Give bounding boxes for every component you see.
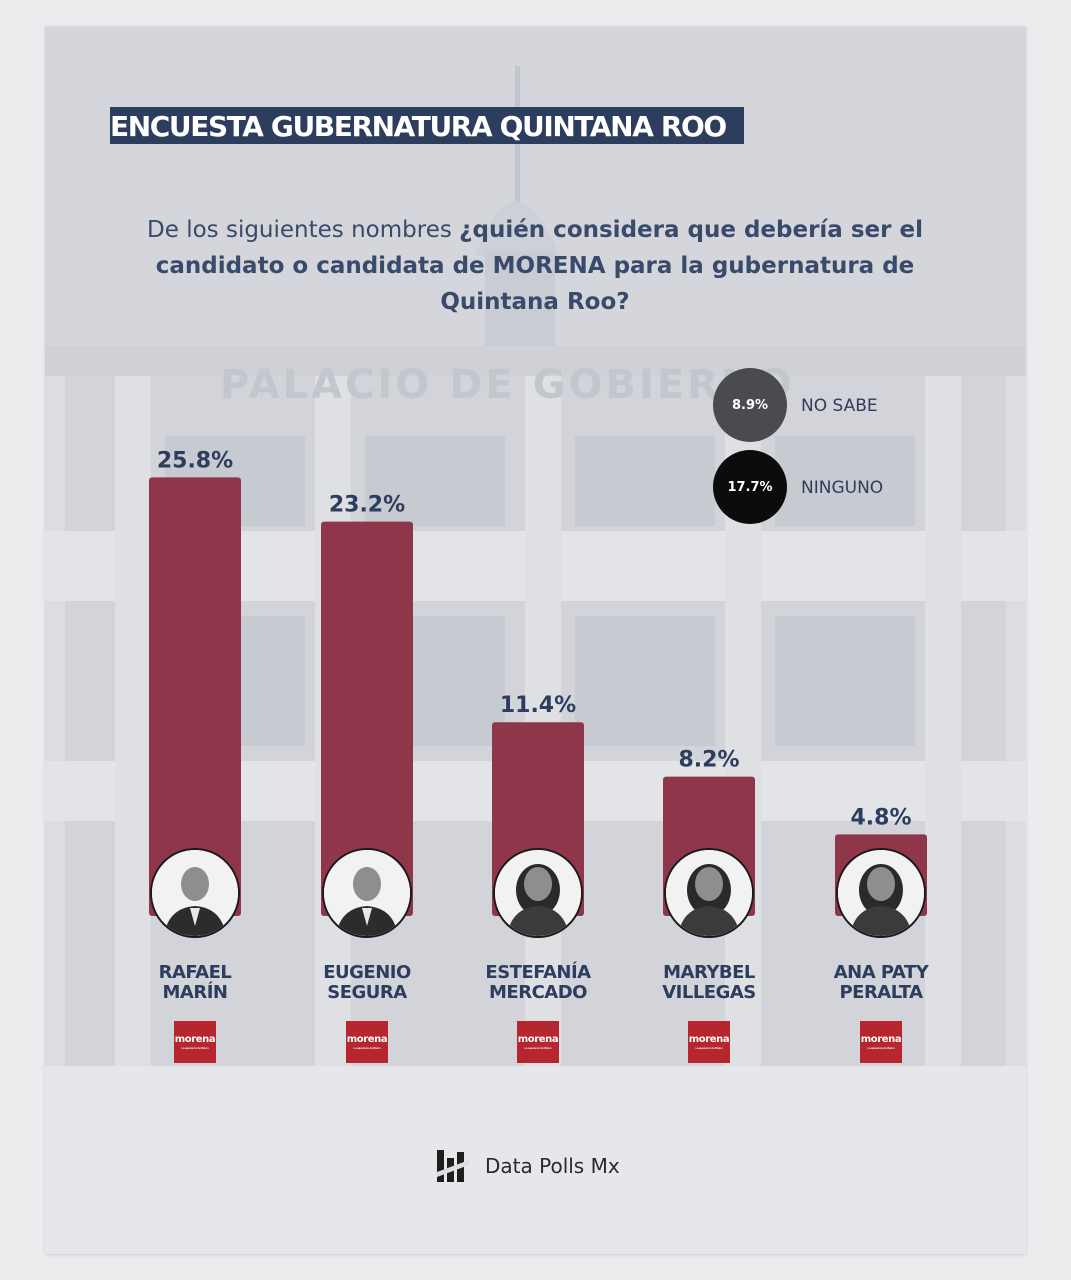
candidate-name-line: RAFAEL	[158, 962, 232, 983]
value-label-5: 4.8%	[850, 805, 911, 830]
value-label-1: 25.8%	[157, 448, 233, 473]
candidate-photo-2	[322, 848, 412, 938]
bar-1	[149, 477, 241, 916]
ninguno-value: 17.7%	[727, 479, 773, 495]
morena-badge-label: morena	[174, 1034, 216, 1045]
morena-badge-tagline: La esperanza de México	[695, 1046, 723, 1050]
candidate-photo-1	[150, 848, 240, 938]
candidate-photo-5	[836, 848, 926, 938]
morena-badge-label: morena	[517, 1034, 559, 1045]
morena-badge-tagline: La esperanza de México	[524, 1046, 552, 1050]
morena-party-badge: morena La esperanza de México	[688, 1021, 730, 1063]
candidate-name-2: EUGENIO SEGURA	[292, 963, 442, 1003]
value-label-2: 23.2%	[329, 493, 405, 518]
palace-sign-text: PALACIO DE GOBIERNO	[220, 362, 794, 408]
morena-badge-label: morena	[688, 1034, 730, 1045]
morena-party-badge: morena La esperanza de México	[174, 1021, 216, 1063]
candidate-name-line: VILLEGAS	[662, 982, 756, 1003]
bar-chart: 25.8% 23.2% 11.4% 8.2% 4.8%	[149, 448, 927, 916]
person-silhouette-icon	[838, 850, 924, 936]
morena-badge-tagline: La esperanza de México	[353, 1046, 381, 1050]
candidate-name-line: ANA PATY	[833, 962, 929, 983]
value-label-4: 8.2%	[678, 748, 739, 773]
morena-badge-label: morena	[346, 1034, 388, 1045]
candidate-name-line: EUGENIO	[323, 962, 411, 983]
infographic-card: PALACIO DE GOBIERNO ENCUESTA GUBERNATURA…	[45, 26, 1026, 1254]
candidate-name-line: ESTEFANÍA	[485, 962, 591, 983]
value-label-3: 11.4%	[500, 693, 576, 718]
brand-footer: Data Polls Mx	[435, 1148, 620, 1184]
question-intro: De los siguientes nombres	[147, 217, 460, 243]
morena-badge-tagline: La esperanza de México	[181, 1046, 209, 1050]
candidate-name-line: SEGURA	[327, 982, 407, 1003]
candidate-name-line: MERCADO	[489, 982, 587, 1003]
person-silhouette-icon	[666, 850, 752, 936]
question-main: ¿quién considera que debería ser el cand…	[155, 217, 923, 315]
morena-party-badge: morena La esperanza de México	[346, 1021, 388, 1063]
chart-title: ENCUESTA GUBERNATURA QUINTANA ROO	[110, 107, 744, 144]
survey-question: De los siguientes nombres ¿quién conside…	[115, 212, 955, 320]
morena-party-badge: morena La esperanza de México	[517, 1021, 559, 1063]
no-sabe-value: 8.9%	[731, 397, 769, 413]
person-silhouette-icon	[495, 850, 581, 936]
data-polls-logo-icon	[437, 1150, 469, 1182]
candidate-name-line: MARYBEL	[663, 962, 755, 983]
candidate-name-5: ANA PATY PERALTA	[806, 963, 956, 1003]
candidate-name-1: RAFAEL MARÍN	[120, 963, 270, 1003]
candidate-photo-4	[664, 848, 754, 938]
no-sabe-bubble: 8.9%	[713, 368, 787, 442]
person-silhouette-icon	[152, 850, 238, 936]
brand-name: Data Polls Mx	[485, 1154, 620, 1178]
morena-badge-label: morena	[860, 1034, 902, 1045]
no-sabe-label: NO SABE	[801, 396, 878, 416]
ninguno-bubble: 17.7%	[713, 450, 787, 524]
candidate-name-3: ESTEFANÍA MERCADO	[463, 963, 613, 1003]
bar-2	[321, 521, 413, 916]
morena-party-badge: morena La esperanza de México	[860, 1021, 902, 1063]
candidate-photo-3	[493, 848, 583, 938]
ninguno-label: NINGUNO	[801, 478, 884, 498]
candidate-name-line: MARÍN	[162, 982, 228, 1003]
candidate-name-4: MARYBEL VILLEGAS	[634, 963, 784, 1003]
candidate-name-line: PERALTA	[839, 982, 923, 1003]
morena-badge-tagline: La esperanza de México	[867, 1046, 895, 1050]
person-silhouette-icon	[324, 850, 410, 936]
